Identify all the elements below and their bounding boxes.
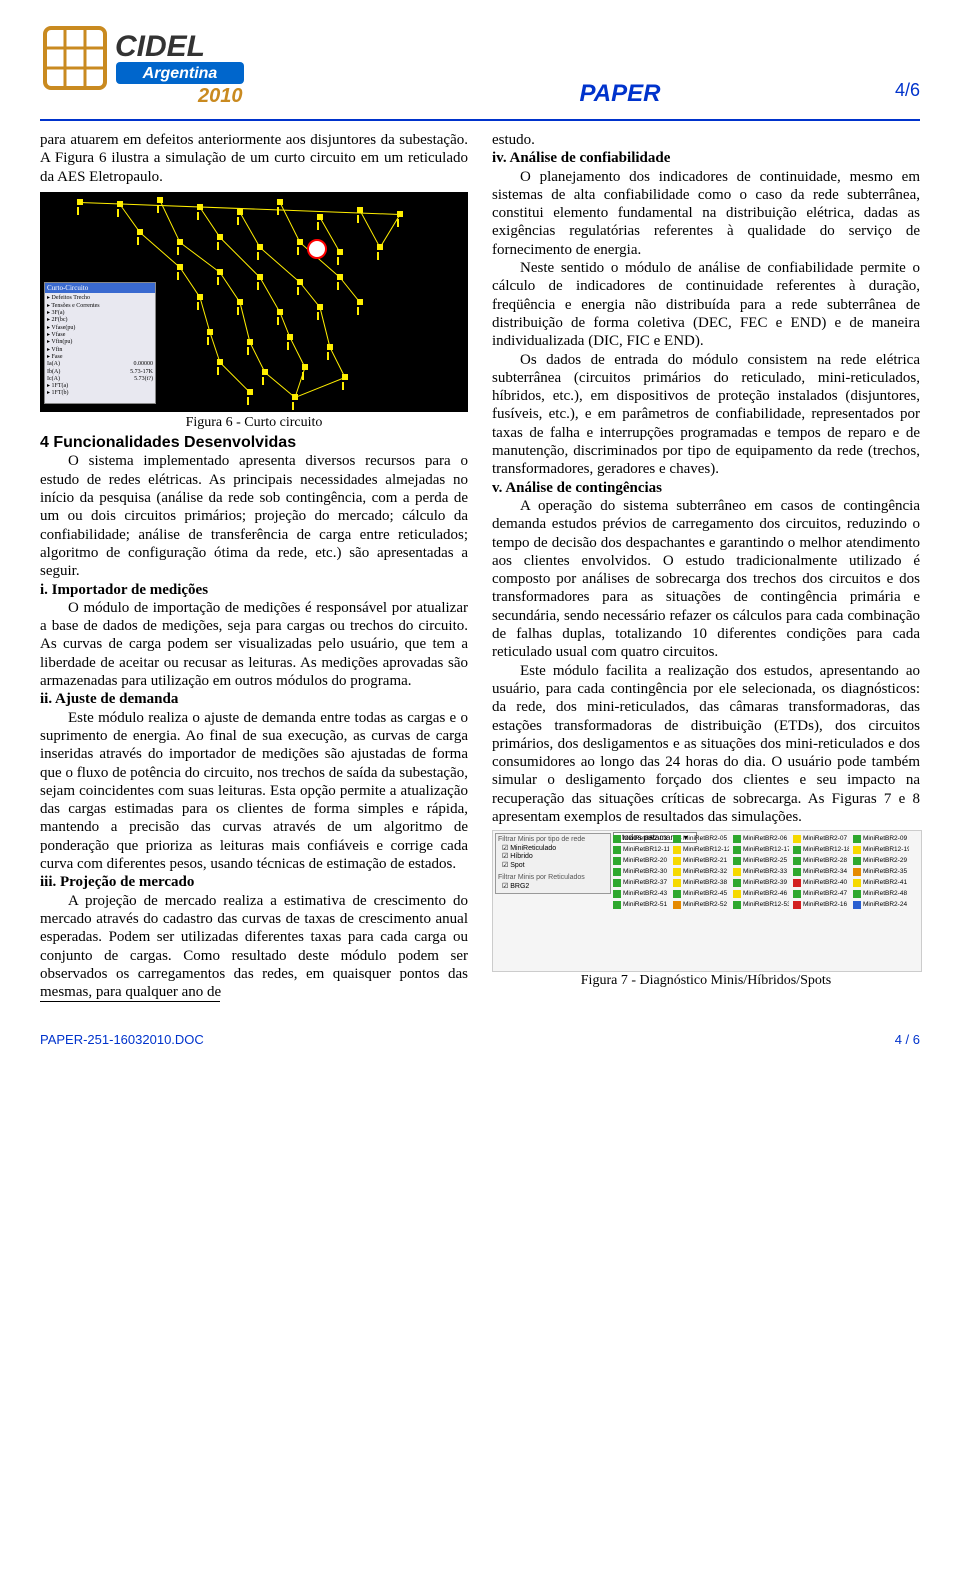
- sub-v-head: v. Análise de contingências: [492, 480, 662, 496]
- sub-iv-body3: Os dados de entrada do módulo consistem …: [492, 351, 920, 479]
- section-4-title: 4 Funcionalidades Desenvolvidas: [40, 433, 468, 453]
- sub-i: i. Importador de medições: [40, 581, 468, 599]
- sub-ii-head: ii. Ajuste de demanda: [40, 691, 178, 707]
- left-intro: para atuarem em defeitos anteriormente a…: [40, 131, 468, 186]
- body-columns: para atuarem em defeitos anteriormente a…: [40, 131, 920, 1001]
- sub-iv-head: iv. Análise de confiabilidade: [492, 150, 670, 166]
- footer-left: PAPER-251-16032010.DOC: [40, 1032, 204, 1047]
- sub-iii-head: iii. Projeção de mercado: [40, 874, 194, 890]
- figure-6: Curto-Circuito▸ Defeitos Trecho▸ Tensões…: [40, 192, 468, 412]
- footnote-rule-wrap: [40, 1001, 920, 1002]
- footer-right: 4 / 6: [895, 1032, 920, 1047]
- left-column: para atuarem em defeitos anteriormente a…: [40, 131, 468, 1001]
- svg-text:CIDEL: CIDEL: [115, 30, 205, 63]
- sub-v: v. Análise de contingências: [492, 479, 920, 497]
- sub-iv-body1: O planejamento dos indicadores de contin…: [492, 168, 920, 259]
- sub-v-body1: A operação do sistema subterrâneo em cas…: [492, 497, 920, 662]
- figure-7-caption: Figura 7 - Diagnóstico Minis/Híbridos/Sp…: [492, 972, 920, 989]
- section-4-body: O sistema implementado apresenta diverso…: [40, 452, 468, 580]
- paper-title: PAPER: [380, 80, 860, 108]
- sub-iv-body2: Neste sentido o módulo de análise de con…: [492, 259, 920, 350]
- page-footer: PAPER-251-16032010.DOC 4 / 6: [40, 1026, 920, 1047]
- sub-iii-body: A projeção de mercado realiza a estimati…: [40, 892, 468, 1002]
- logo: CIDEL Argentina 2010: [40, 20, 260, 115]
- figure-6-caption: Figura 6 - Curto circuito: [40, 414, 468, 431]
- right-column: estudo. iv. Análise de confiabilidade O …: [492, 131, 920, 1001]
- sub-iv: iv. Análise de confiabilidade: [492, 149, 920, 167]
- sub-ii: ii. Ajuste de demanda: [40, 690, 468, 708]
- sub-i-head: i. Importador de medições: [40, 582, 208, 598]
- sub-iii: iii. Projeção de mercado: [40, 873, 468, 891]
- svg-text:Argentina: Argentina: [142, 65, 218, 82]
- svg-text:2010: 2010: [197, 85, 243, 107]
- header-rule: [40, 119, 920, 121]
- sub-i-body: O módulo de importação de medições é res…: [40, 599, 468, 690]
- page-header: CIDEL Argentina 2010 PAPER 4/6: [40, 20, 920, 115]
- figure-7: todos patamares ▾Filtrar Minis por tipo …: [492, 830, 922, 972]
- sub-v-body2: Este módulo facilita a realização dos es…: [492, 662, 920, 827]
- sub-ii-body: Este módulo realiza o ajuste de demanda …: [40, 709, 468, 874]
- estudo-line: estudo.: [492, 131, 920, 149]
- page-number-top: 4/6: [860, 80, 920, 101]
